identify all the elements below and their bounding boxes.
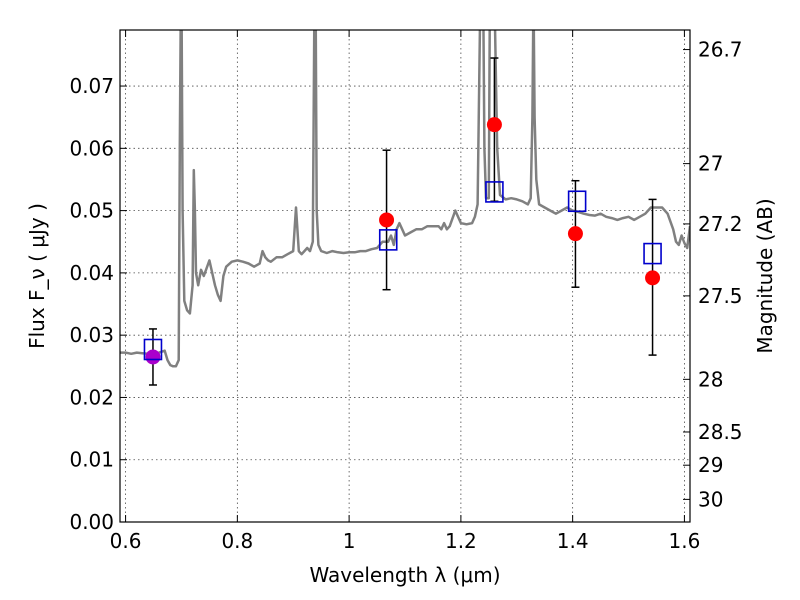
ticks: 0.6 0.8 1 1.2 1.4 1.6 0.00 0.01 0.02 0.03 0.04 0.05… <box>69 30 743 553</box>
y2-tick-label: 28 <box>698 367 723 391</box>
y-tick-label: 0.07 <box>69 74 114 98</box>
errorbar-layer <box>148 57 657 386</box>
y-tick-label: 0.00 <box>69 510 114 534</box>
y-tick-label: 0.05 <box>69 199 114 223</box>
y-tick-label: 0.02 <box>69 385 114 409</box>
y-tick-label: 0.03 <box>69 323 114 347</box>
data-point <box>486 117 502 133</box>
x-tick-label: 1 <box>343 529 356 553</box>
model-square <box>378 229 398 251</box>
x-axis-label: Wavelength λ (μm) <box>309 563 500 587</box>
y2-tick-label: 28.5 <box>698 420 743 444</box>
plot-frame <box>119 29 691 523</box>
data-point <box>645 270 661 286</box>
x-tick-label: 0.6 <box>110 529 142 553</box>
spectrum-line <box>120 30 690 368</box>
y-tick-label: 0.01 <box>69 448 114 472</box>
spectrum-layer <box>120 30 690 368</box>
y2-tick-label: 30 <box>698 487 723 511</box>
model-square <box>567 190 587 213</box>
grid <box>120 30 690 522</box>
y2-tick-label: 29 <box>698 453 723 477</box>
y-axis-label: Flux F_ν ( μJy ) <box>25 203 49 349</box>
y-tick-label: 0.06 <box>69 136 114 160</box>
data-point <box>567 226 583 242</box>
model-square <box>485 181 504 203</box>
y2-tick-label: 27.2 <box>698 212 743 236</box>
y2-tick-label: 26.7 <box>698 38 743 62</box>
x-tick-label: 1.2 <box>445 529 477 553</box>
x-tick-label: 1.6 <box>669 529 701 553</box>
y-tick-label: 0.04 <box>69 261 114 285</box>
marker-layer <box>143 117 662 365</box>
x-tick-label: 1.4 <box>557 529 589 553</box>
data-point <box>145 349 161 365</box>
y2-axis-label: Magnitude (AB) <box>753 198 777 353</box>
data-point <box>379 212 395 228</box>
x-tick-label: 0.8 <box>221 529 253 553</box>
model-square <box>143 338 163 361</box>
model-square <box>643 242 662 265</box>
y2-tick-label: 27 <box>698 152 723 176</box>
y2-tick-label: 27.5 <box>698 284 743 308</box>
